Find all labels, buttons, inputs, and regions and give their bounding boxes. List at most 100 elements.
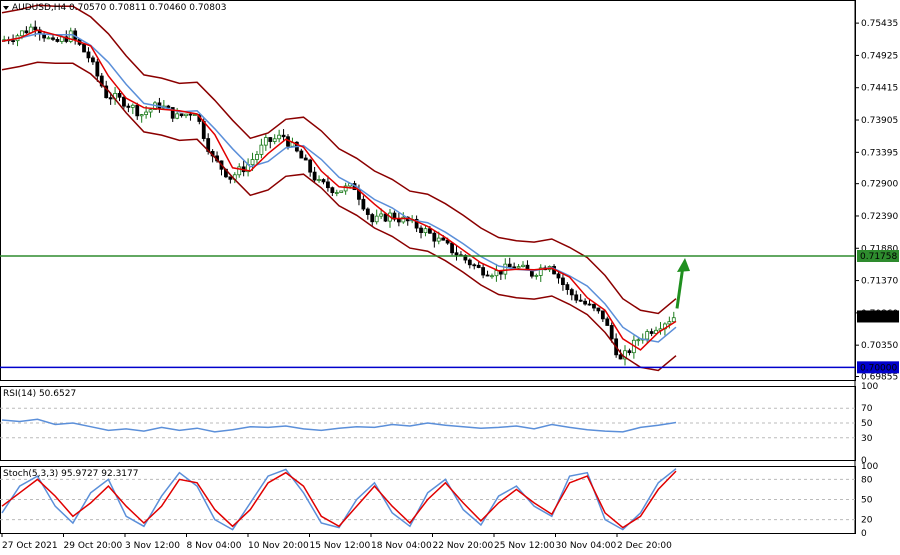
ohlc-readout: 0.70570 0.70811 0.70460 0.70803 — [69, 3, 226, 13]
candle-body — [184, 113, 188, 117]
time-label: 25 Nov 12:00 — [494, 541, 555, 551]
support-price-tag-bg — [857, 361, 899, 374]
candle-body — [237, 166, 242, 176]
price-tick-label: 0.72390 — [861, 212, 898, 222]
candle-body — [654, 329, 658, 334]
candle-body — [649, 331, 654, 334]
candle-body — [175, 113, 180, 119]
resistance-price-tag-bg — [857, 249, 899, 262]
candle-body — [321, 179, 326, 183]
candle-body — [419, 227, 423, 234]
candle-body — [64, 36, 69, 42]
candle-body — [303, 157, 308, 161]
candle-body — [445, 239, 450, 244]
price-tick-label: 0.74415 — [861, 84, 898, 94]
candle-body — [308, 159, 313, 173]
stoch-signal-line — [1, 470, 677, 529]
candle-body — [20, 30, 24, 37]
rsi-title: RSI(14) 50.6527 — [3, 389, 76, 399]
rsi-tick-label: 100 — [861, 382, 878, 392]
last-price-tag: 0.70803 — [860, 312, 897, 322]
candle-body — [317, 179, 321, 181]
candle-body — [485, 274, 490, 277]
time-label: 27 Oct 2021 — [2, 541, 58, 551]
up-arrow-shaft — [675, 265, 685, 309]
candle-body — [51, 37, 55, 40]
candle-body — [671, 317, 676, 323]
stoch-tick-label: 50 — [861, 496, 873, 506]
time-label: 30 Nov 04:00 — [556, 541, 617, 551]
candle-body — [569, 289, 574, 296]
candle-body — [436, 237, 441, 242]
candle-body — [396, 218, 401, 223]
candle-body — [330, 187, 335, 194]
price-tick-label: 0.71880 — [861, 244, 898, 254]
candle-body — [135, 104, 140, 117]
candle-body — [170, 107, 175, 119]
candle-body — [428, 228, 432, 234]
candle-body — [574, 294, 579, 301]
candle-body — [139, 114, 144, 117]
candle-body — [565, 284, 570, 290]
candle-body — [370, 214, 375, 223]
resistance-price-tag: 0.71758 — [860, 252, 897, 262]
candle-body — [507, 263, 512, 268]
lower-band — [1, 61, 677, 372]
price-tick-label: 0.73905 — [861, 116, 898, 126]
candle-body — [55, 39, 60, 42]
symbol-title: AUDUSD,H4 — [12, 3, 67, 13]
last-price-tag-bg — [857, 310, 899, 323]
candle-body — [472, 264, 477, 267]
candle-body — [623, 350, 627, 360]
candle-body — [596, 307, 601, 312]
candle-body — [148, 109, 153, 113]
candle-body — [476, 264, 481, 268]
candle-body — [117, 93, 122, 98]
time-label: 18 Nov 04:00 — [371, 541, 432, 551]
candle-body — [467, 259, 472, 266]
candle-body — [454, 252, 459, 256]
candle-body — [192, 114, 197, 116]
upper-band — [1, 4, 677, 315]
candle-body — [361, 198, 366, 210]
time-label: 2 Dec 20:00 — [617, 541, 672, 551]
price-tick-label: 0.73395 — [861, 148, 898, 158]
candle-body — [481, 267, 486, 276]
up-arrow-head — [677, 257, 690, 272]
candle-body — [104, 85, 109, 99]
candle-body — [24, 30, 29, 34]
candle-body — [108, 97, 113, 100]
rsi-tick-label: 0 — [861, 456, 867, 466]
candle-body — [33, 26, 38, 31]
time-label: 15 Nov 12:00 — [310, 541, 371, 551]
time-label: 8 Nov 04:00 — [187, 541, 242, 551]
candle-body — [339, 190, 344, 193]
candle-body — [636, 339, 641, 342]
candle-body — [255, 154, 259, 160]
price-tick-label: 0.71370 — [861, 277, 898, 287]
candle-body — [494, 270, 499, 277]
candle-body — [441, 237, 446, 241]
candle-body — [250, 159, 255, 166]
candle-body — [228, 176, 233, 180]
fast-moving-average — [1, 29, 677, 351]
candle-body — [667, 321, 672, 325]
candle-body — [432, 232, 437, 242]
candle-body — [605, 318, 610, 326]
candle-body — [326, 181, 330, 189]
candle-body — [299, 150, 304, 159]
candle-body — [46, 37, 51, 40]
stoch-tick-label: 100 — [861, 462, 878, 472]
candles — [2, 20, 676, 366]
candle-body — [281, 134, 286, 138]
candle-body — [521, 264, 525, 267]
price-tick-label: 0.69855 — [861, 373, 898, 383]
candle-body — [334, 192, 339, 194]
candle-body — [86, 51, 91, 59]
price-tick-label: 0.70350 — [861, 341, 898, 351]
candle-body — [583, 300, 587, 305]
candle-body — [122, 96, 126, 107]
candle-body — [91, 57, 95, 63]
candle-body — [82, 43, 86, 53]
